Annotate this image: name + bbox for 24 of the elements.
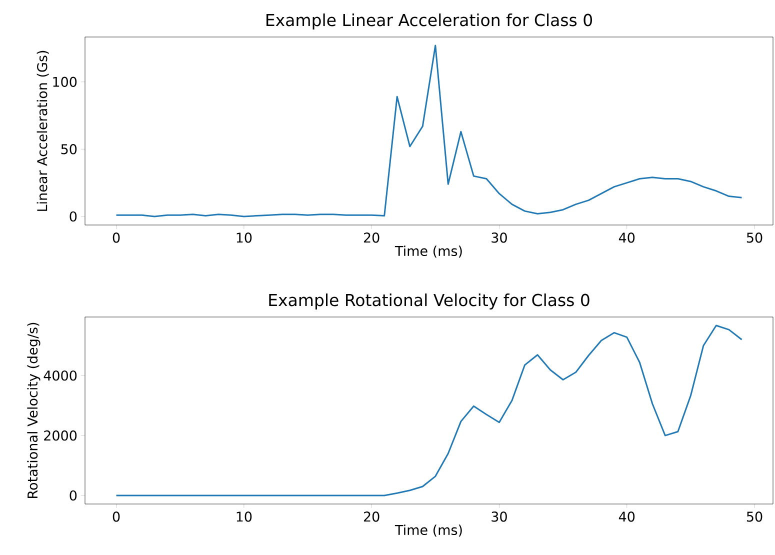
- x-tick-label: 10: [236, 232, 252, 243]
- chart-title: Example Rotational Velocity for Class 0: [269, 294, 590, 310]
- y-tick-label: 100: [53, 76, 77, 87]
- x-tick-label: 30: [492, 232, 507, 243]
- y-tick-label: 0: [70, 490, 77, 501]
- y-tick-label: 4000: [44, 370, 77, 381]
- x-tick-label: 50: [746, 512, 762, 522]
- chart-title: Example Linear Acceleration for Class 0: [266, 14, 592, 30]
- x-tick-label: 40: [618, 512, 635, 522]
- y-axis-title: Rotational Velocity (deg/s): [27, 322, 40, 498]
- x-tick-label: 10: [236, 512, 252, 522]
- y-tick-label: 0: [70, 211, 77, 222]
- y-tick-label: 50: [61, 144, 77, 154]
- x-tick-label: 40: [618, 232, 635, 243]
- x-tick-label: 30: [492, 512, 507, 522]
- x-tick-label: 20: [364, 232, 380, 243]
- x-tick-label: 50: [746, 232, 762, 243]
- y-tick-label: 2000: [44, 430, 77, 441]
- x-axis-title: Time (ms): [394, 524, 462, 537]
- x-tick-label: 0: [112, 232, 120, 243]
- y-axis-title: Linear Acceleration (Gs): [36, 50, 49, 211]
- x-axis-title: Time (ms): [394, 246, 462, 258]
- x-tick-label: 0: [112, 512, 120, 522]
- x-tick-label: 20: [364, 512, 380, 522]
